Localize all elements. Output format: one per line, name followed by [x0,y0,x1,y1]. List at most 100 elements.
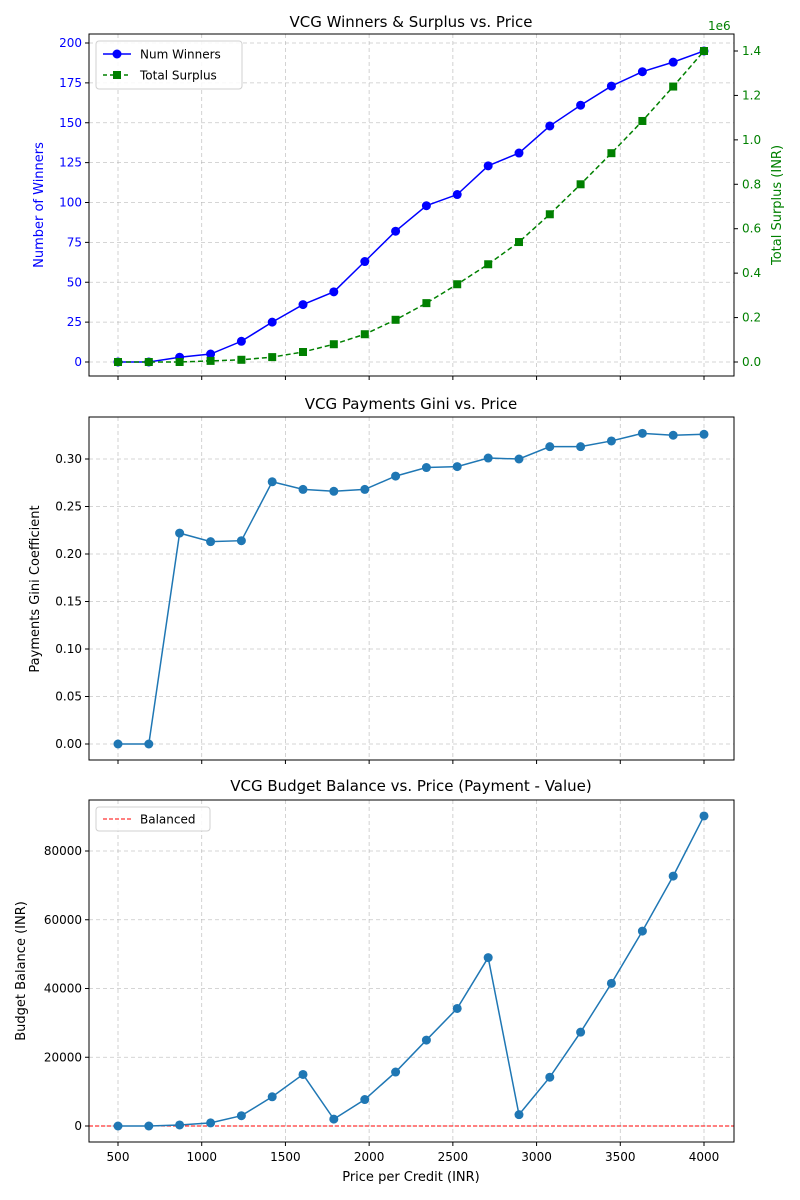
budget-line [118,815,705,1127]
budget-balance-panel: VCG Budget Balance vs. Price (Payment - … [14,777,735,1185]
surplus-point [329,340,338,349]
winners-point [360,257,370,267]
surplus-point [299,348,308,357]
gini-point [329,486,339,496]
surplus-point [669,82,678,91]
gini-point [175,528,185,538]
panel1-y2tick-label: 0.2 [742,311,761,325]
budget-point [144,1121,154,1131]
gini-panel: VCG Payments Gini vs. Price 0.00 0.05 0.10… [28,395,735,764]
panel1-y2-offset: 1e6 [708,19,731,33]
surplus-point [453,280,462,289]
winners-point [298,300,308,310]
panel2-ytick-label: 0.15 [55,595,82,609]
winners-point [668,57,678,67]
surplus-point [700,47,708,55]
surplus-point [114,358,122,366]
gini-point [606,436,616,446]
winners-line [118,50,705,363]
budget-point [421,1035,431,1045]
panel2-ytick-label: 0.00 [55,737,82,751]
budget-point [637,926,647,936]
winners-point [267,317,277,327]
panel2-ticks: 0.00 0.05 0.10 0.15 0.20 0.25 0.30 [55,452,705,764]
panel1-ytick-label: 175 [59,76,82,90]
panel2-title: VCG Payments Gini vs. Price [305,395,517,413]
gini-point [113,739,123,749]
budget-point [514,1110,524,1120]
winners-point [576,100,586,110]
winners-point [545,121,555,131]
panel3-ylabel: Budget Balance (INR) [14,901,29,1041]
winners-point [514,148,524,158]
winners-point [483,161,493,171]
surplus-point [638,116,647,125]
panel1-ylabel: Number of Winners [32,142,47,268]
panel1-y2tick-label: 0.4 [742,266,761,280]
panel3-series [89,811,734,1131]
gini-point [144,739,154,749]
panel3-frame [88,799,735,1143]
gini-point [298,484,308,494]
panel2-ytick-label: 0.25 [55,500,82,514]
gini-point [421,463,431,473]
budget-point [452,1003,462,1013]
surplus-point [607,149,616,158]
panel1-legend-box [95,40,243,90]
panel3-ytick-label: 0 [74,1119,82,1133]
panel1-y2tick-label: 0.8 [742,177,761,191]
panel3-xtick-label: 3000 [521,1150,552,1164]
panel2-ytick-label: 0.30 [55,452,82,466]
budget-point [360,1095,370,1105]
budget-point [668,871,678,881]
gini-point [545,442,555,452]
surplus-point [237,355,246,364]
gini-point [576,442,586,452]
panel1-frame [88,33,735,377]
surplus-point [206,356,215,365]
panel1-ytick-label: 75 [67,235,82,249]
surplus-point [391,315,400,324]
legend-balanced-label: Balanced [140,813,195,827]
gini-line [118,432,705,745]
panel1-title: VCG Winners & Surplus vs. Price [289,13,532,31]
panel1-ytick-label: 150 [59,116,82,130]
panel3-legend-box [95,806,211,832]
budget-point [699,811,709,821]
budget-point [175,1120,185,1130]
surplus-point [360,330,369,339]
legend-surplus-label: Total Surplus [139,69,217,83]
surplus-line [118,50,705,363]
budget-point [545,1072,555,1082]
panel1-y2label: Total Surplus (INR) [770,145,785,266]
budget-point [329,1114,339,1124]
surplus-point [175,358,184,366]
panel3-ytick-label: 40000 [44,982,82,996]
panel3-ytick-label: 20000 [44,1050,82,1064]
panel3-xtick-label: 1000 [186,1150,217,1164]
panel2-ylabel: Payments Gini Coefficient [28,505,43,672]
surplus-point [422,299,431,308]
budget-point [576,1027,586,1037]
panel3-xtick-label: 2500 [438,1150,469,1164]
winners-point [391,226,401,236]
budget-point [236,1111,246,1121]
winners-point [637,67,647,77]
surplus-point [144,358,153,366]
panel3-grid [89,800,734,1142]
budget-point [606,978,616,988]
panel3-legend: Balanced [95,806,211,832]
panel1-ytick-label: 125 [59,156,82,170]
panel1-y2tick-label: 0.6 [742,222,761,236]
budget-point [113,1121,123,1131]
panel3-xtick-label: 2000 [354,1150,385,1164]
panel1-y2tick-label: 0.0 [742,355,761,369]
panel2-series [113,428,709,749]
budget-point [483,953,493,963]
panel1-ytick-label: 100 [59,196,82,210]
winners-point [421,201,431,211]
panel3-ytick-label: 60000 [44,913,82,927]
winners-point [452,190,462,200]
gini-point [236,536,246,546]
gini-point [391,471,401,481]
